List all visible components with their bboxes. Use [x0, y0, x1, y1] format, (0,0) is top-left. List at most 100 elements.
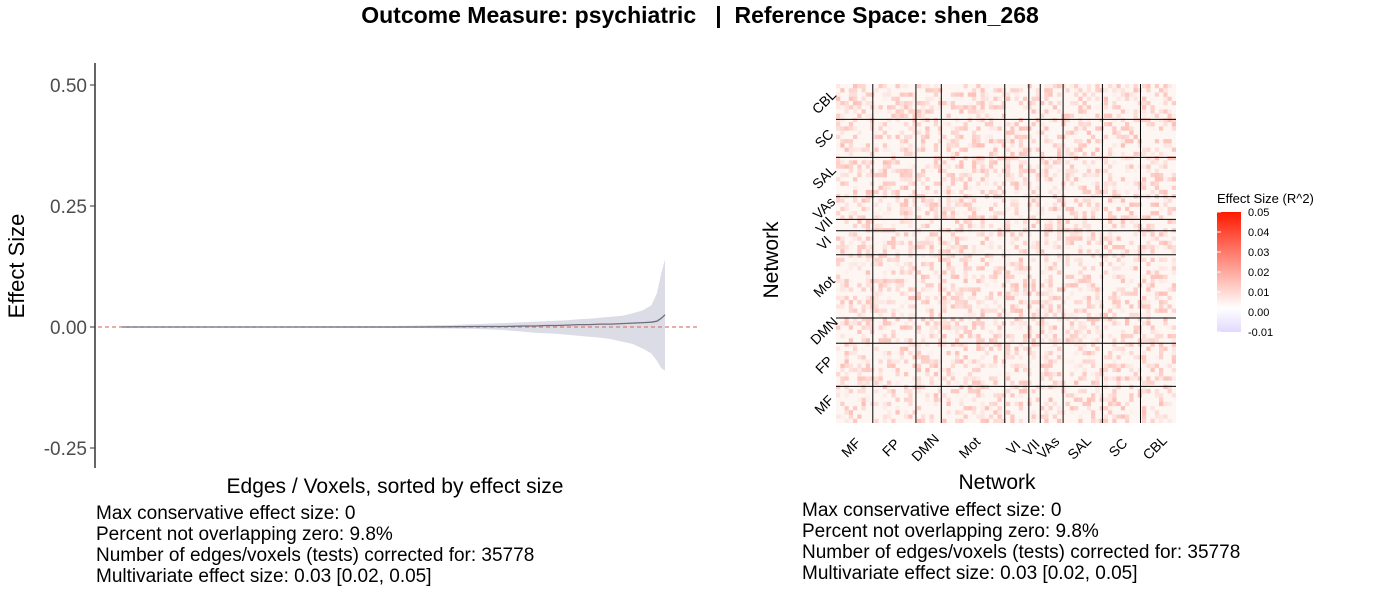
heatmap-cell: [1066, 385, 1070, 389]
heatmap-cell: [882, 160, 888, 165]
heatmap-cell: [967, 257, 973, 262]
heatmap-cell: [1129, 186, 1133, 190]
heatmap-cell: [878, 198, 883, 203]
heatmap-cell: [853, 223, 858, 229]
heatmap-cell: [1032, 364, 1036, 368]
heatmap-cell: [933, 363, 939, 368]
heatmap-cell: [1057, 253, 1062, 258]
heatmap-cell: [964, 211, 968, 215]
heatmap-cell: [1002, 275, 1006, 279]
heatmap-cell: [1171, 351, 1177, 356]
heatmap-cell: [916, 122, 922, 127]
heatmap-cell: [1154, 177, 1160, 182]
heatmap-cell: [1027, 401, 1032, 407]
heatmap-cell: [1154, 173, 1160, 178]
heatmap-cell: [1031, 257, 1036, 262]
heatmap-cell: [1142, 164, 1147, 169]
heatmap-cell: [1159, 346, 1164, 351]
heatmap-cell: [899, 351, 905, 356]
heatmap-cell: [1159, 393, 1164, 398]
heatmap-cell: [972, 410, 977, 415]
heatmap-cell: [1108, 308, 1113, 313]
heatmap-cell: [1103, 181, 1109, 186]
heatmap-cell: [1074, 368, 1078, 372]
heatmap-cell: [1159, 177, 1164, 182]
heatmap-cell: [921, 287, 926, 292]
heatmap-cell: [870, 329, 875, 335]
heatmap-cell: [1146, 359, 1150, 363]
heatmap-cell: [1129, 363, 1134, 368]
heatmap-cell: [861, 304, 866, 309]
heatmap-cell: [997, 312, 1002, 318]
heatmap-cell: [976, 300, 981, 305]
heatmap-cell: [1095, 372, 1100, 377]
heatmap-cell: [882, 334, 888, 339]
heatmap-cell: [870, 253, 875, 258]
heatmap-cell: [1027, 134, 1032, 140]
heatmap-cell: [1002, 228, 1006, 232]
heatmap-cell: [1108, 351, 1113, 356]
heatmap-cell: [1168, 313, 1172, 317]
heatmap-cell: [959, 317, 964, 322]
heatmap-cell: [878, 300, 883, 305]
heatmap-cell: [1125, 418, 1130, 424]
heatmap-cell: [959, 134, 964, 140]
heatmap-cell: [1023, 300, 1028, 305]
heatmap-cell: [1091, 321, 1096, 326]
heatmap-cell: [1044, 384, 1049, 390]
heatmap-cell: [848, 240, 854, 246]
heatmap-cell: [950, 245, 956, 250]
heatmap-cell: [972, 160, 977, 165]
heatmap-cell: [989, 291, 994, 296]
heatmap-cell: [916, 270, 922, 275]
heatmap-cell: [857, 202, 862, 207]
heatmap-cell: [1125, 283, 1129, 287]
heatmap-cell: [1154, 168, 1160, 174]
heatmap-cell: [1146, 376, 1151, 381]
heatmap-cell: [857, 164, 862, 169]
heatmap-cell: [1137, 181, 1143, 186]
heatmap-cell: [1146, 346, 1151, 351]
heatmap-cell: [1116, 304, 1121, 309]
heatmap-cell: [1150, 151, 1155, 157]
heatmap-cell: [1044, 278, 1049, 284]
heatmap-cell: [1137, 342, 1143, 347]
heatmap-cell: [1108, 295, 1113, 301]
heatmap-cell: [1154, 270, 1160, 275]
heatmap-cell: [967, 185, 973, 190]
heatmap-cell: [1137, 143, 1143, 148]
heatmap-cell: [1167, 376, 1172, 381]
heatmap-cell: [967, 308, 973, 313]
heatmap-cell: [1027, 202, 1032, 207]
heatmap-cell: [1129, 266, 1134, 271]
heatmap-cell: [1112, 245, 1117, 250]
heatmap-cell: [967, 266, 973, 271]
y-network-label: CBL: [809, 86, 840, 117]
heatmap-cell: [840, 376, 845, 381]
heatmap-cell: [933, 84, 939, 89]
heatmap-cell: [1031, 414, 1036, 419]
heatmap-cell: [895, 232, 900, 237]
heatmap-cell: [938, 321, 943, 326]
heatmap-cell: [1082, 308, 1087, 313]
heatmap-cell: [1159, 151, 1164, 157]
heatmap-cell: [942, 304, 947, 309]
heatmap-cell: [836, 372, 841, 377]
heatmap-cell: [840, 206, 845, 212]
heatmap-cell: [967, 317, 973, 322]
heatmap-cell: [908, 143, 913, 148]
heatmap-cell: [862, 359, 866, 363]
heatmap-cell: [976, 364, 980, 368]
heatmap-cell: [912, 295, 917, 301]
heatmap-cell: [857, 321, 862, 326]
heatmap-cell: [908, 325, 913, 330]
heatmap-cell: [904, 279, 908, 283]
heatmap-cell: [836, 198, 841, 203]
heatmap-cell: [1052, 173, 1058, 178]
heatmap-cell: [840, 126, 845, 131]
heatmap-cell: [997, 211, 1002, 216]
heatmap-cell: [904, 262, 909, 267]
heatmap-cell: [1052, 325, 1058, 330]
heatmap-cell: [933, 359, 939, 364]
heatmap-cell: [853, 351, 858, 356]
